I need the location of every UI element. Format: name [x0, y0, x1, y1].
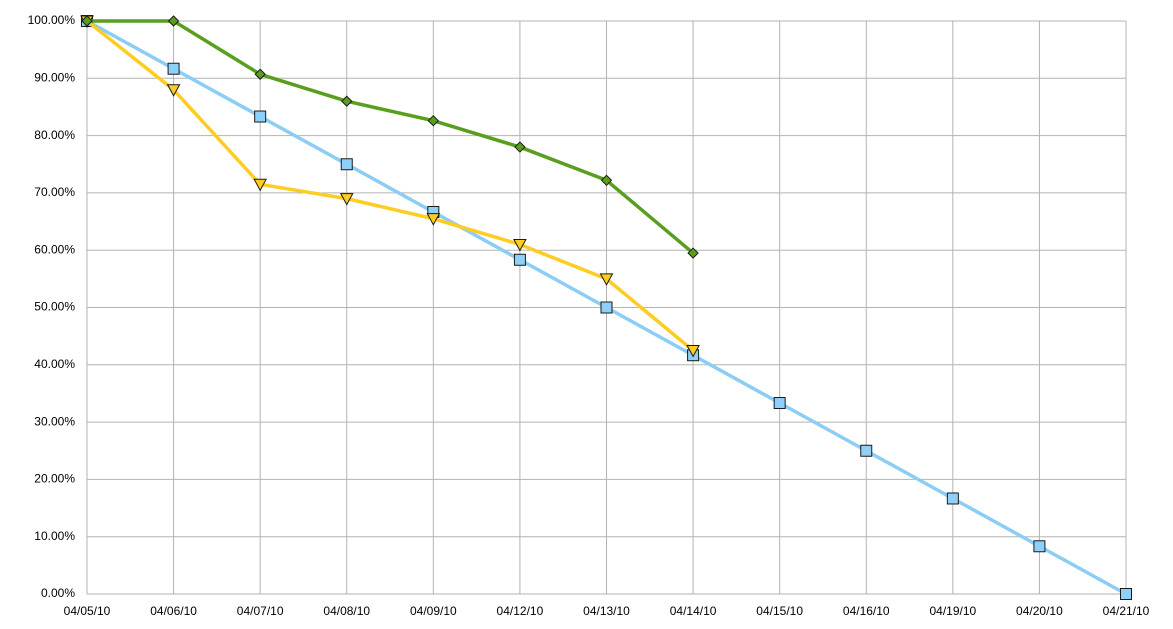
y-tick-label: 100.00%: [28, 13, 76, 27]
data-point: [339, 193, 354, 206]
x-tick-label: 04/12/10: [497, 604, 544, 618]
data-point: [513, 253, 526, 266]
x-tick-label: 04/19/10: [929, 604, 976, 618]
y-tick-label: 40.00%: [34, 357, 75, 371]
data-point: [167, 62, 180, 75]
series-line: [85, 19, 695, 352]
data-point: [166, 84, 181, 97]
x-tick-label: 04/21/10: [1103, 604, 1150, 618]
data-point: [340, 158, 353, 171]
y-tick-label: 60.00%: [34, 242, 75, 256]
data-point: [686, 344, 700, 358]
data-point: [513, 238, 527, 252]
data-point: [1120, 588, 1132, 600]
y-tick-label: 30.00%: [34, 414, 75, 428]
x-tick-label: 04/16/10: [843, 604, 890, 618]
data-point: [600, 301, 613, 314]
data-point: [426, 213, 441, 226]
data-point: [341, 95, 353, 107]
data-point: [254, 68, 266, 80]
y-tick-label: 50.00%: [34, 300, 75, 314]
data-point: [81, 15, 93, 27]
x-tick-label: 04/14/10: [670, 604, 717, 618]
data-point: [600, 174, 613, 187]
x-tick-label: 04/20/10: [1016, 604, 1063, 618]
x-tick-label: 04/09/10: [410, 604, 457, 618]
x-tick-label: 04/13/10: [583, 604, 630, 618]
data-point: [167, 15, 180, 27]
data-point: [1033, 540, 1046, 553]
data-point: [773, 397, 786, 410]
x-tick-label: 04/08/10: [323, 604, 370, 618]
x-tick-label: 04/15/10: [756, 604, 803, 618]
data-point: [860, 444, 873, 457]
data-point: [514, 141, 526, 153]
x-tick-label: 04/05/10: [64, 604, 111, 618]
y-tick-label: 70.00%: [34, 185, 75, 199]
data-point: [599, 273, 614, 286]
series-line: [87, 19, 695, 255]
y-tick-label: 10.00%: [34, 529, 75, 543]
data-point: [254, 110, 267, 123]
x-tick-label: 04/07/10: [237, 604, 284, 618]
y-tick-label: 20.00%: [34, 472, 75, 486]
x-tick-label: 04/06/10: [150, 604, 197, 618]
data-point: [687, 247, 699, 259]
y-tick-label: 0.00%: [41, 586, 75, 600]
data-point: [253, 178, 268, 192]
y-tick-label: 80.00%: [34, 128, 75, 142]
data-point: [946, 492, 959, 505]
data-point: [427, 114, 440, 127]
y-tick-label: 90.00%: [34, 70, 75, 84]
